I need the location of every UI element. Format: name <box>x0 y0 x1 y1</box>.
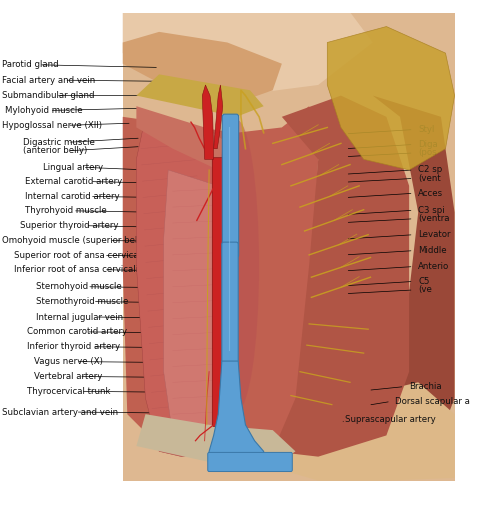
Text: Facial artery and vein: Facial artery and vein <box>2 76 96 84</box>
Text: Anterio: Anterio <box>417 262 448 271</box>
Text: (ventra: (ventra <box>417 215 449 223</box>
Text: Parotid gland: Parotid gland <box>2 61 59 69</box>
Polygon shape <box>136 117 236 457</box>
Polygon shape <box>213 85 222 149</box>
Polygon shape <box>136 106 236 170</box>
Text: Vertebral artery: Vertebral artery <box>34 372 102 381</box>
Polygon shape <box>272 96 408 457</box>
Bar <box>122 5 454 481</box>
Text: Inferior root of ansa cervicalis: Inferior root of ansa cervicalis <box>13 266 142 274</box>
FancyBboxPatch shape <box>207 452 292 472</box>
Text: (anterior belly): (anterior belly) <box>23 147 87 155</box>
Text: Levator: Levator <box>417 230 450 239</box>
Text: Brachia: Brachia <box>408 382 441 391</box>
Text: (pos: (pos <box>417 149 436 157</box>
Text: Hypoglossal nerve (XII): Hypoglossal nerve (XII) <box>2 121 102 130</box>
Text: Internal carotid artery: Internal carotid artery <box>25 192 120 201</box>
Text: Dorsal scapular a: Dorsal scapular a <box>395 397 469 406</box>
Text: Sternohyoid muscle: Sternohyoid muscle <box>36 282 122 291</box>
Text: (vent: (vent <box>417 174 440 183</box>
Text: Middle: Middle <box>417 246 446 255</box>
Text: Submandibular gland: Submandibular gland <box>2 91 95 100</box>
Text: Internal jugular vein: Internal jugular vein <box>36 313 123 321</box>
Polygon shape <box>326 27 454 170</box>
FancyBboxPatch shape <box>221 242 238 363</box>
Polygon shape <box>272 382 454 481</box>
Polygon shape <box>202 85 213 159</box>
Text: Sternothyroid muscle: Sternothyroid muscle <box>36 297 129 306</box>
Text: C3 spi: C3 spi <box>417 206 444 215</box>
Bar <box>0 490 454 531</box>
Text: Inferior thyroid artery: Inferior thyroid artery <box>27 342 120 351</box>
Polygon shape <box>318 96 454 467</box>
Polygon shape <box>136 74 263 117</box>
Text: External carotid artery: External carotid artery <box>25 177 122 186</box>
FancyBboxPatch shape <box>222 114 238 258</box>
Text: (ve: (ve <box>417 286 431 294</box>
Text: Acces: Acces <box>417 189 443 198</box>
Text: Subclavian artery and vein: Subclavian artery and vein <box>2 408 118 416</box>
Text: Mylohyoid muscle: Mylohyoid muscle <box>4 106 82 115</box>
Polygon shape <box>122 0 372 96</box>
Text: Thyrohyoid muscle: Thyrohyoid muscle <box>25 207 107 215</box>
Text: Thyrocervical trunk: Thyrocervical trunk <box>27 387 110 396</box>
Text: Styl: Styl <box>417 125 434 134</box>
Polygon shape <box>209 361 263 467</box>
Text: Digastric muscle: Digastric muscle <box>23 138 95 147</box>
Ellipse shape <box>213 119 259 412</box>
Text: Lingual artery: Lingual artery <box>43 163 103 172</box>
Polygon shape <box>122 32 281 106</box>
FancyBboxPatch shape <box>212 158 223 426</box>
Text: C2 sp: C2 sp <box>417 166 442 174</box>
Polygon shape <box>122 106 318 457</box>
Polygon shape <box>163 170 236 435</box>
Text: Vagus nerve (X): Vagus nerve (X) <box>34 357 103 366</box>
Text: Superior root of ansa cervicalis: Superior root of ansa cervicalis <box>13 251 147 260</box>
Text: Omohyoid muscle (superior belly) (cut): Omohyoid muscle (superior belly) (cut) <box>2 236 171 245</box>
Text: Suprascapular artery: Suprascapular artery <box>345 415 435 424</box>
Polygon shape <box>136 414 295 467</box>
Bar <box>0 0 454 13</box>
Text: Common carotid artery: Common carotid artery <box>27 328 127 336</box>
Text: Diga: Diga <box>417 140 437 149</box>
Text: C5: C5 <box>417 277 429 286</box>
Text: Superior thyroid artery: Superior thyroid artery <box>21 221 119 230</box>
